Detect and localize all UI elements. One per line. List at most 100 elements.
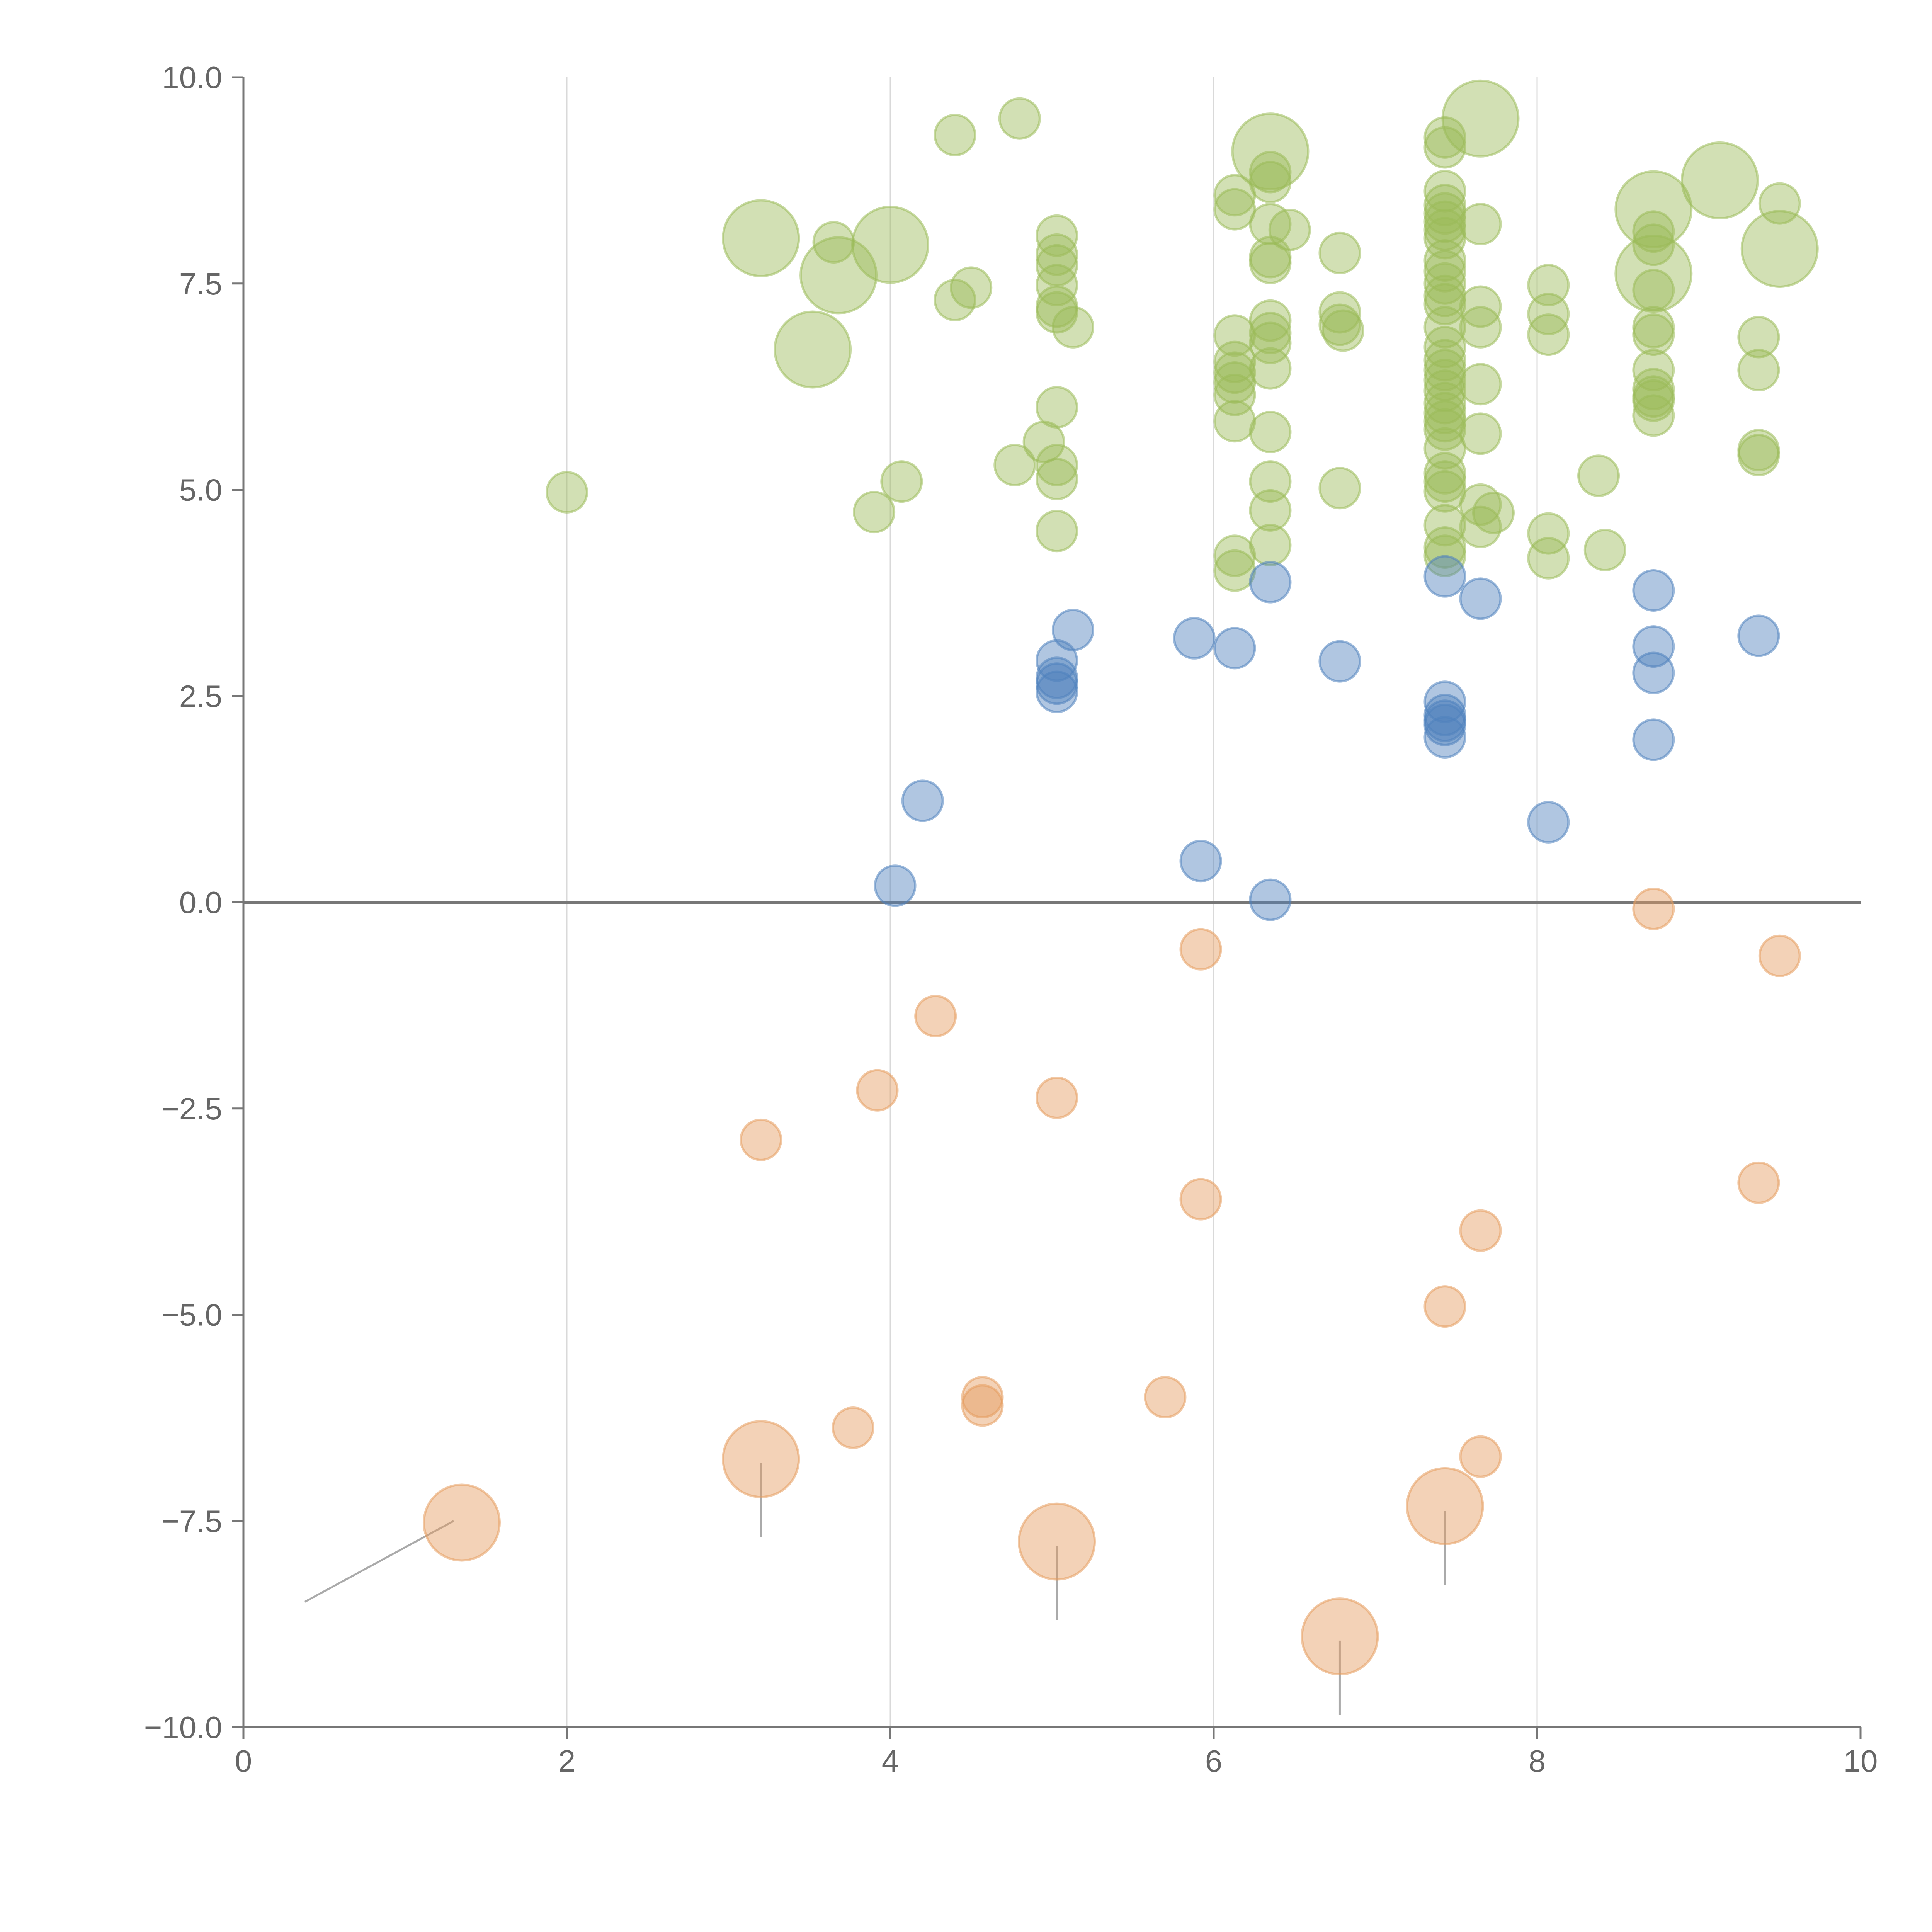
bubble-low [874,864,917,907]
bubble-high [880,460,923,503]
bubble-high [546,471,588,514]
bubble-high [1632,269,1675,311]
bubble-negative [1459,1435,1502,1478]
bubble-high [1583,529,1626,571]
bubble-low [1213,627,1256,670]
y-tick-label: −7.5 [161,1504,222,1538]
bubble-low [1423,555,1466,598]
bubble-high [812,221,855,264]
bubble-high [1249,411,1292,454]
bubble-high [851,206,929,284]
bubble-high [1213,351,1256,394]
bubble-negative [1018,1502,1096,1581]
bubble-negative [1758,934,1801,977]
y-tick-label: 0.0 [179,885,222,920]
leader-lines [304,1463,1446,1715]
bubble-high [1423,126,1466,169]
y-tick-label: 10.0 [162,60,222,95]
bubble-high [934,114,976,156]
bubble-high [1632,394,1675,437]
bubble-low [1737,614,1780,657]
bubble-low [1249,561,1292,604]
x-tick-label: 6 [1205,1744,1223,1778]
bubble-high [993,444,1036,486]
leader-line [304,1520,454,1603]
bubble-high [1213,534,1256,577]
bubble-low [1459,577,1502,620]
bubble-negative [1144,1376,1187,1418]
bubble-low [1632,569,1675,612]
bubble-high [1213,400,1256,443]
bubble-high [1423,504,1466,547]
y-tick-label: −2.5 [161,1092,222,1126]
bubble-high [1423,369,1466,412]
x-tick-label: 0 [235,1744,252,1778]
bubble-high [1213,188,1256,231]
bubble-high [1318,231,1361,274]
bubble-low [901,779,944,822]
bubble-high [1423,326,1466,369]
bubble-high [1318,291,1361,334]
bubble-high [1051,306,1094,349]
bubble-low [1173,617,1216,660]
bubble-high [1459,203,1502,246]
bubble-high [1423,239,1466,282]
bubble-high [1441,79,1520,158]
y-tick-label: 5.0 [179,473,222,507]
bubble-negative [832,1406,874,1449]
bubble-high [853,491,896,534]
bubble-high [1036,444,1078,486]
bubble-negative [856,1069,899,1112]
bubble-high [1249,489,1292,532]
bubble-high [1577,454,1620,497]
bubble-high [1036,291,1078,334]
bubble-negative [740,1118,782,1161]
bubble-high [1318,467,1361,510]
bubble-negative [1632,888,1675,930]
bubble-high [1632,313,1675,356]
bubble-low [1527,801,1570,844]
bubble-high [1680,141,1759,219]
bubble-low [1179,840,1222,883]
bubble-high [1423,250,1466,293]
bubble-high [1249,161,1292,204]
bubble-negative [1423,1285,1466,1328]
x-tick-label: 2 [558,1744,576,1778]
bubble-negative [914,995,957,1037]
bubble-low [1423,716,1466,759]
bubbles [422,79,1819,1676]
bubble-high [1423,170,1466,213]
bubble-high [1527,264,1570,307]
bubble-high [799,236,878,315]
bubble-high [1036,233,1078,276]
y-tick-label: 2.5 [179,679,222,713]
bubble-high [1527,537,1570,580]
bubble-negative [1179,928,1222,971]
bubble-high [1472,492,1515,534]
bubble-high [1249,151,1292,194]
x-tick-label: 8 [1529,1744,1546,1778]
bubble-high [1213,549,1256,592]
bubble-high [1527,512,1570,555]
bubble-high [1740,210,1819,288]
bubble-high [1249,299,1292,342]
bubble-negative [1737,1161,1780,1204]
bubble-high [950,266,993,309]
bubble-high [722,199,800,277]
bubble-high [1527,313,1570,356]
bubble-high [774,310,852,389]
bubble-low [1423,703,1466,746]
bubble-high [1423,283,1466,326]
y-tick-label: 7.5 [179,267,222,301]
bubble-high [1249,321,1292,364]
bubble-low [1051,609,1094,651]
bubble-low [1632,718,1675,761]
bubble-high [1249,524,1292,566]
bubble-high [1249,242,1292,284]
bubble-high [1423,427,1466,470]
bubble-high [1459,483,1502,526]
bubble-low [1318,640,1361,683]
bubble-high [1737,434,1780,476]
bubble-negative [1406,1467,1484,1545]
